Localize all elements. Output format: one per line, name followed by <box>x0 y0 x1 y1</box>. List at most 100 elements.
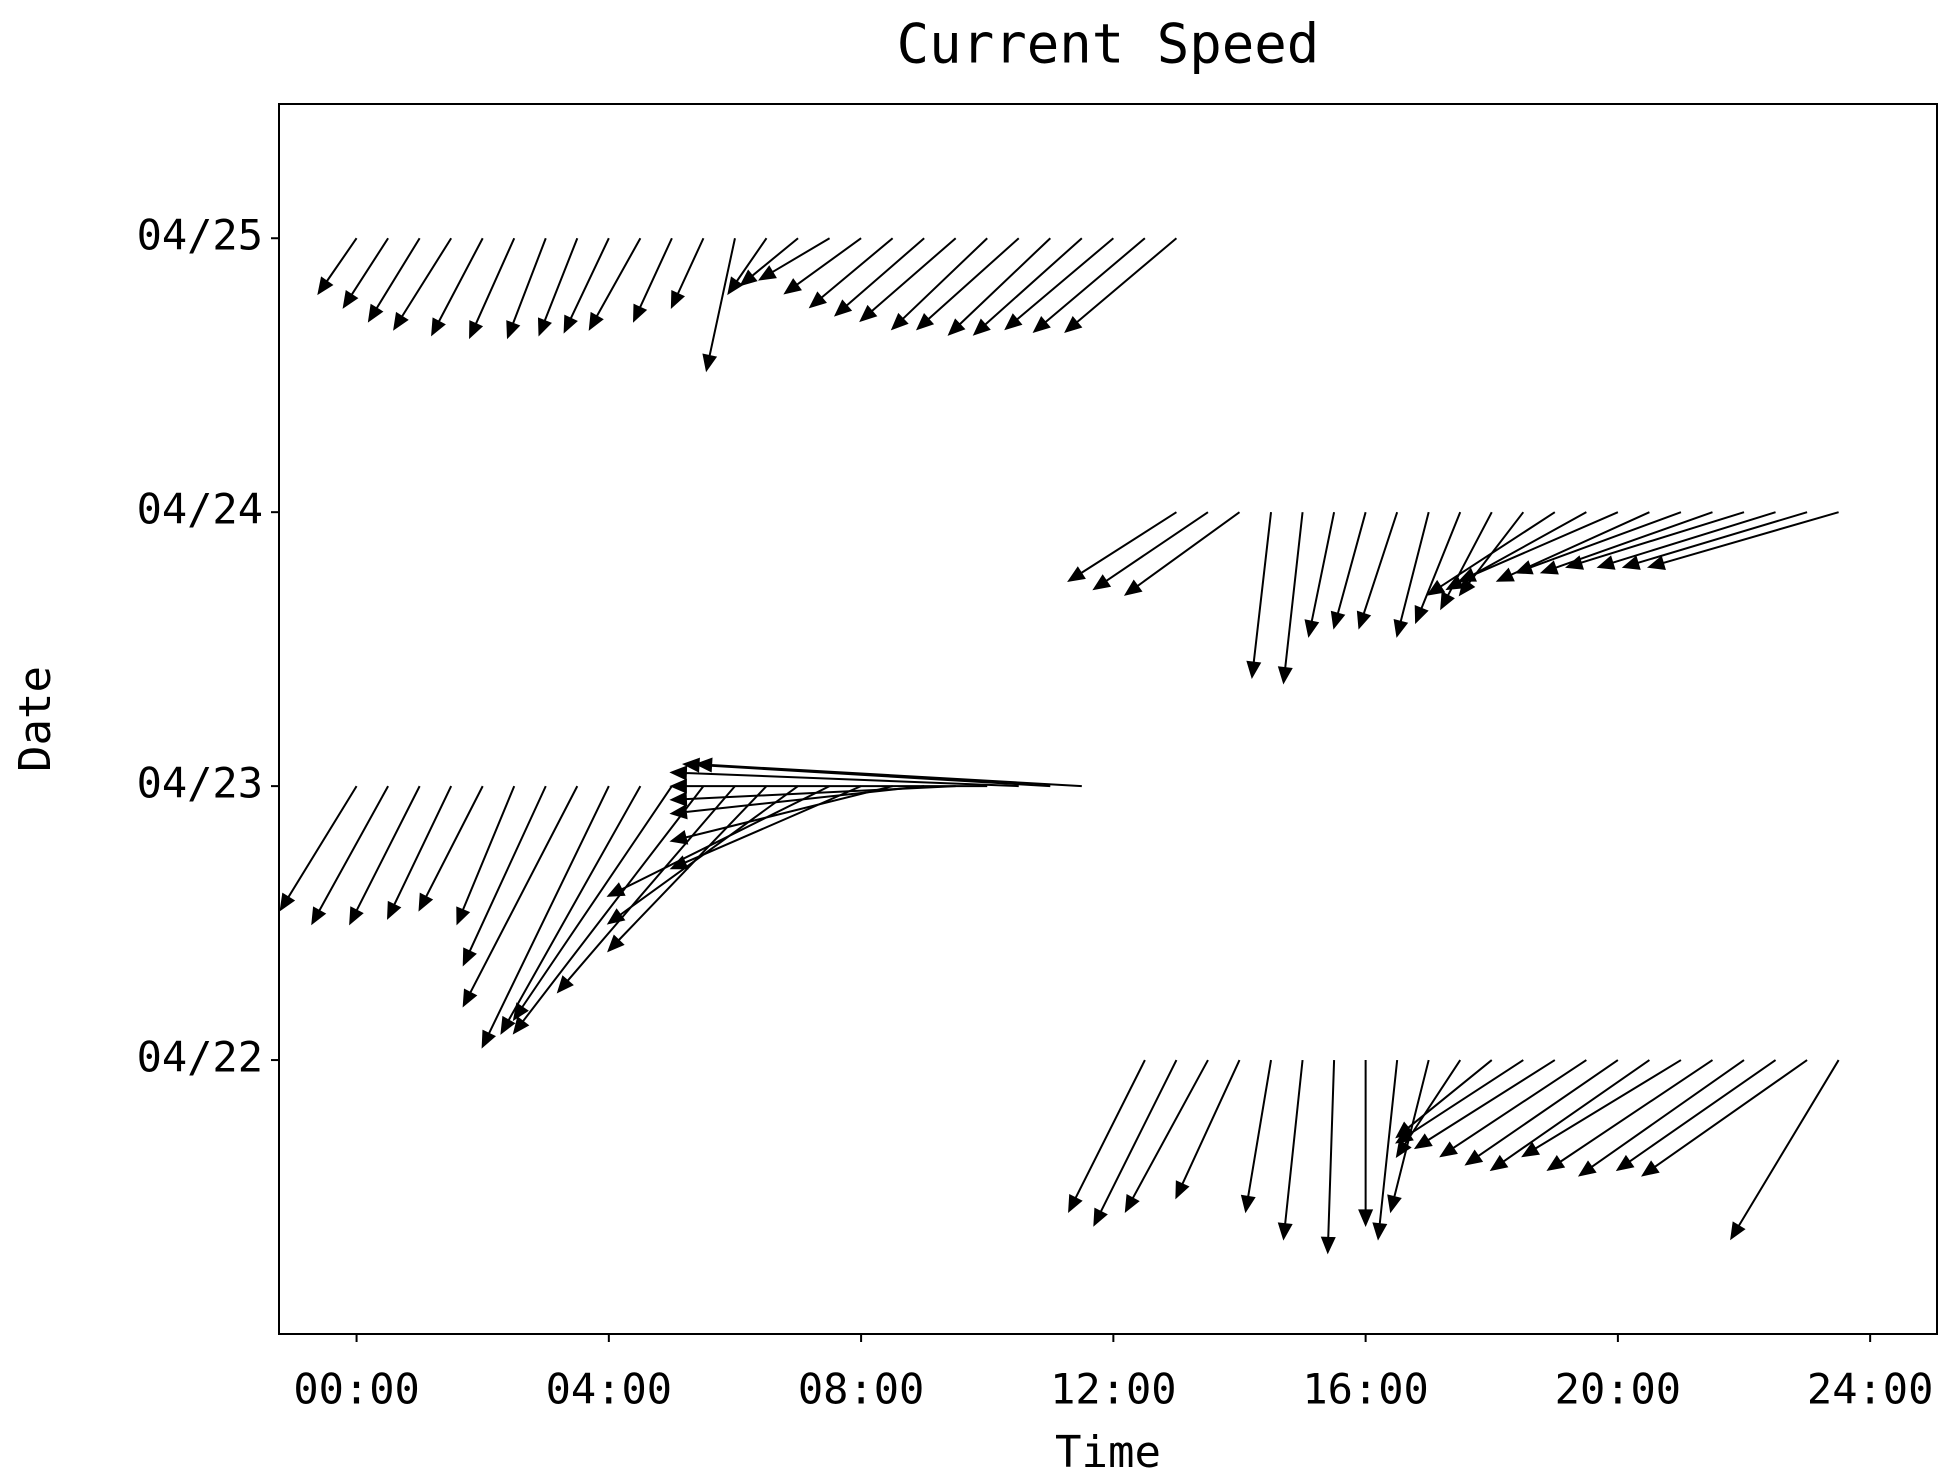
arrow <box>1356 511 1399 630</box>
arrow <box>512 785 705 1035</box>
arrow <box>418 785 484 912</box>
arrow <box>1546 1059 1714 1172</box>
arrow <box>1577 1059 1745 1177</box>
arrow <box>1414 511 1462 625</box>
arrow <box>588 237 642 331</box>
arrow <box>1445 511 1587 591</box>
y-tick-label: 04/24 <box>137 485 263 534</box>
arrow <box>279 785 358 912</box>
arrow <box>1539 511 1713 575</box>
arrow <box>311 785 389 926</box>
x-axis-label: Time <box>1055 1427 1161 1478</box>
y-tick-label: 04/25 <box>137 211 263 260</box>
arrow <box>500 785 642 1035</box>
arrow <box>1413 1059 1556 1150</box>
arrow <box>972 237 1083 336</box>
arrow <box>1320 1060 1336 1255</box>
arrow <box>1395 1059 1493 1139</box>
arrow <box>915 237 1020 331</box>
x-tick-label: 08:00 <box>798 1365 924 1414</box>
arrow <box>469 237 516 340</box>
arrow <box>1439 1059 1587 1158</box>
arrow <box>1615 1059 1777 1172</box>
arrow <box>1621 511 1808 570</box>
arrow <box>702 238 736 373</box>
arrow <box>462 785 547 967</box>
arrow <box>431 237 484 337</box>
arrow <box>387 785 453 920</box>
x-tick-label: 16:00 <box>1302 1365 1428 1414</box>
arrow <box>1596 511 1776 570</box>
arrow <box>1064 237 1178 334</box>
arrow <box>727 237 768 296</box>
x-tick-label: 20:00 <box>1555 1365 1681 1414</box>
chart-title: Current Speed <box>897 13 1320 76</box>
arrow <box>1240 1059 1273 1214</box>
y-tick-label: 04/22 <box>137 1033 263 1082</box>
arrow <box>1440 511 1493 611</box>
axes-frame <box>278 103 1938 1335</box>
arrow <box>1426 511 1556 596</box>
arrow <box>606 785 831 897</box>
arrow <box>669 778 988 794</box>
x-tick-label: 04:00 <box>546 1365 672 1414</box>
arrow <box>1304 511 1336 638</box>
arrow <box>1092 511 1209 591</box>
arrow <box>1124 1059 1209 1213</box>
arrow <box>1387 1059 1430 1214</box>
arrow <box>1123 511 1241 596</box>
arrow <box>890 237 988 331</box>
arrow <box>1514 511 1682 575</box>
arrow <box>1464 1059 1619 1166</box>
arrow <box>1067 511 1177 583</box>
arrow <box>1032 237 1146 334</box>
arrow <box>1641 1059 1808 1177</box>
arrow <box>1730 1059 1840 1241</box>
arrow <box>670 237 705 310</box>
arrow <box>1565 511 1745 570</box>
y-tick-label: 04/23 <box>137 759 263 808</box>
arrow <box>537 237 579 337</box>
arrow <box>758 237 831 281</box>
arrow <box>1489 1059 1650 1172</box>
arrow <box>1175 1059 1241 1200</box>
x-tick-label: 24:00 <box>1807 1365 1933 1414</box>
arrow <box>1093 1059 1178 1227</box>
arrow <box>783 237 862 295</box>
arrow <box>512 785 673 1022</box>
arrow <box>1246 512 1273 680</box>
x-tick-label: 12:00 <box>1050 1365 1176 1414</box>
arrow <box>694 757 1082 788</box>
arrow <box>1495 511 1650 582</box>
arrow <box>1393 511 1430 638</box>
x-tick-label: 00:00 <box>293 1365 419 1414</box>
arrow <box>833 237 925 317</box>
plot-area <box>279 237 1840 1255</box>
arrow <box>481 785 610 1049</box>
arrow <box>393 237 453 331</box>
arrow <box>808 237 894 309</box>
arrow <box>456 785 516 926</box>
arrow <box>556 785 736 994</box>
arrow <box>1277 512 1304 685</box>
arrow <box>462 785 579 1008</box>
arrow <box>1277 1059 1304 1241</box>
arrow <box>349 785 421 926</box>
arrow <box>632 237 673 323</box>
y-axis-label: Date <box>10 666 61 772</box>
arrow <box>669 785 893 845</box>
arrow <box>606 785 799 925</box>
arrow <box>1521 1059 1682 1158</box>
arrow <box>506 237 547 340</box>
arrow <box>342 237 389 309</box>
arrow <box>1395 1059 1524 1144</box>
arrow <box>1358 1060 1374 1227</box>
arrow <box>947 237 1051 336</box>
arrow <box>1646 511 1839 571</box>
arrow <box>1457 511 1619 582</box>
arrow <box>669 785 862 870</box>
arrow <box>367 237 421 323</box>
arrow <box>669 785 956 807</box>
